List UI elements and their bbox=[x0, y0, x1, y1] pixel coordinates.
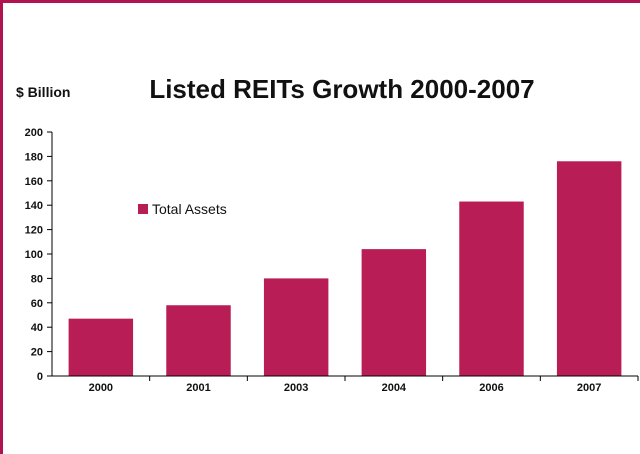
y-tick-label: 100 bbox=[25, 249, 43, 261]
bar-2001 bbox=[166, 305, 231, 376]
y-tick-label: 20 bbox=[31, 347, 43, 359]
x-tick-label: 2001 bbox=[186, 382, 210, 394]
y-tick-label: 180 bbox=[25, 151, 43, 163]
x-tick-label: 2000 bbox=[89, 382, 113, 394]
bar-2006 bbox=[459, 201, 524, 376]
chart-title: Listed REITs Growth 2000-2007 bbox=[149, 74, 534, 104]
y-tick-label: 40 bbox=[31, 322, 43, 334]
y-tick-label: 0 bbox=[37, 371, 43, 383]
bar-2000 bbox=[68, 318, 134, 376]
legend-label: Total Assets bbox=[152, 201, 227, 217]
bar-2004 bbox=[361, 249, 427, 376]
y-axis-ticks: 0 20 40 60 80 100 120 140 160 180 200 bbox=[25, 127, 52, 383]
legend-swatch bbox=[138, 204, 148, 214]
x-axis-ticks: 2000 2001 2003 2004 2006 2007 bbox=[89, 376, 639, 394]
x-tick-label: 2003 bbox=[284, 382, 308, 394]
y-tick-label: 140 bbox=[25, 200, 43, 212]
bar-2007 bbox=[556, 161, 622, 376]
x-tick-label: 2004 bbox=[382, 382, 407, 394]
y-tick-label: 200 bbox=[25, 127, 43, 139]
bar-2003 bbox=[263, 278, 329, 376]
x-tick-label: 2007 bbox=[577, 382, 601, 394]
y-tick-label: 120 bbox=[25, 225, 43, 237]
y-axis-unit-label: $ Billion bbox=[16, 84, 70, 100]
legend: Total Assets bbox=[138, 201, 227, 217]
y-tick-label: 60 bbox=[31, 298, 43, 310]
y-tick-label: 80 bbox=[31, 273, 43, 285]
x-tick-label: 2006 bbox=[479, 382, 503, 394]
y-tick-label: 160 bbox=[25, 176, 43, 188]
bars bbox=[68, 161, 622, 376]
